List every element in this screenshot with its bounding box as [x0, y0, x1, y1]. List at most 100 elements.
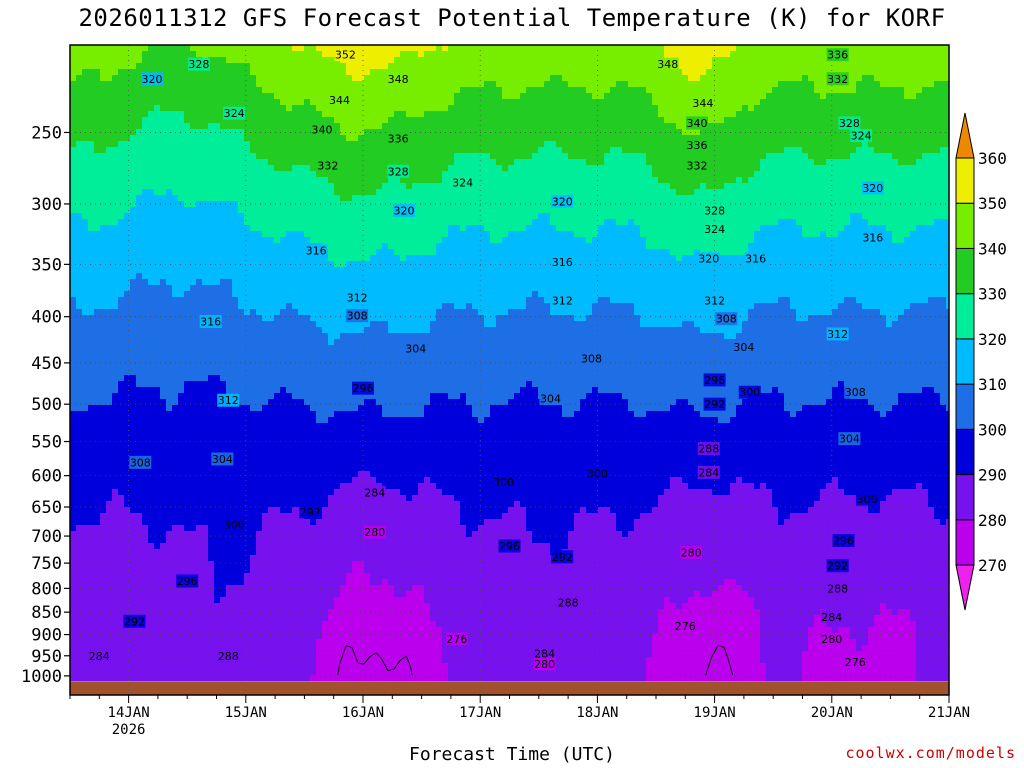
- theta-band-cell: [328, 177, 389, 184]
- theta-band-cell: [448, 45, 665, 52]
- contour-label-bg: [697, 442, 720, 456]
- theta-band-cell: [70, 585, 215, 592]
- theta-band-cell: [70, 591, 215, 598]
- theta-band-cell: [394, 57, 665, 64]
- contour-label-bg: [861, 181, 884, 195]
- theta-band-cell: [226, 381, 527, 388]
- theta-band-cell: [658, 495, 773, 502]
- theta-band-cell: [658, 177, 737, 184]
- theta-band-cell: [652, 93, 767, 100]
- theta-band-cell: [892, 489, 929, 496]
- theta-band-cell: [70, 303, 77, 310]
- theta-band-cell: [322, 627, 443, 634]
- theta-band-cell: [502, 513, 527, 520]
- contour-label: 328: [704, 204, 725, 217]
- theta-band-cell: [70, 531, 149, 538]
- theta-band-cell: [100, 519, 143, 526]
- credit-link[interactable]: coolwx.com/models: [845, 744, 1016, 762]
- theta-band-cell: [436, 309, 479, 316]
- theta-band-cell: [220, 123, 341, 130]
- contour-label-bg: [387, 72, 410, 86]
- theta-band-cell: [328, 249, 377, 256]
- theta-band-cell: [70, 297, 77, 304]
- theta-band-cell: [430, 327, 701, 334]
- theta-band-cell: [214, 567, 251, 574]
- theta-band-cell: [154, 105, 161, 112]
- theta-band-cell: [748, 105, 755, 112]
- theta-band-cell: [898, 315, 949, 322]
- theta-band-cell: [388, 321, 431, 328]
- theta-band-cell: [640, 225, 761, 232]
- contour-label: 316: [200, 316, 221, 329]
- theta-band-cell: [184, 291, 233, 298]
- theta-band-cell: [856, 639, 869, 646]
- theta-band-cell: [322, 51, 401, 58]
- theta-band-cell: [430, 609, 659, 616]
- contour-label-bg: [305, 244, 328, 258]
- contour-label-bg: [141, 72, 164, 86]
- theta-band-cell: [352, 567, 365, 574]
- theta-band-cell: [142, 189, 155, 196]
- contour-label-bg: [199, 315, 222, 329]
- theta-band-cell: [520, 501, 659, 508]
- contour-label-bg: [738, 385, 761, 399]
- theta-band-cell: [430, 399, 467, 406]
- contour-label-bg: [176, 574, 199, 588]
- theta-band-cell: [922, 483, 949, 490]
- theta-band-cell: [748, 243, 949, 250]
- theta-band-cell: [142, 117, 185, 124]
- theta-band-cell: [316, 417, 329, 424]
- theta-band-cell: [910, 609, 949, 616]
- theta-band-cell: [250, 555, 557, 562]
- contour-label-bg: [586, 467, 609, 481]
- theta-band-cell: [70, 225, 89, 232]
- theta-band-cell: [760, 615, 815, 622]
- contour-label-bg: [826, 48, 849, 62]
- theta-band-cell: [130, 207, 239, 214]
- theta-band-cell: [172, 405, 251, 412]
- theta-band-cell: [172, 525, 185, 532]
- contour-label-bg: [826, 581, 849, 595]
- colorbar-segment: [955, 383, 975, 430]
- theta-band-cell: [724, 333, 737, 340]
- theta-band-cell: [70, 285, 131, 292]
- theta-band-cell: [640, 315, 749, 322]
- theta-band-cell: [874, 75, 949, 82]
- theta-band-cell: [652, 651, 761, 658]
- theta-band-cell: [124, 213, 245, 220]
- contour-label-bg: [703, 222, 726, 236]
- theta-band-cell: [316, 645, 443, 652]
- theta-band-cell: [574, 315, 587, 322]
- theta-band-cell: [826, 621, 875, 628]
- theta-band-cell: [256, 81, 485, 88]
- theta-band-cell: [70, 615, 329, 622]
- theta-band-cell: [142, 513, 263, 520]
- theta-band-cell: [862, 303, 911, 310]
- theta-band-cell: [316, 321, 371, 328]
- contour-label: 308: [130, 456, 151, 469]
- theta-band-cell: [286, 231, 305, 238]
- theta-band-cell: [334, 117, 389, 124]
- contour-label: 352: [335, 49, 356, 62]
- theta-band-cell: [346, 69, 371, 76]
- theta-band-cell: [808, 627, 833, 634]
- theta-band-cell: [490, 405, 563, 412]
- y-tick-label: 700: [31, 527, 62, 547]
- theta-band-cell: [316, 45, 437, 52]
- theta-band-cell: [574, 411, 635, 418]
- theta-band-cell: [592, 309, 635, 316]
- theta-band-cell: [256, 549, 551, 556]
- colorbar-label: 360: [978, 149, 1007, 168]
- contour-label-bg: [861, 231, 884, 245]
- theta-band-cell: [406, 495, 413, 502]
- colorbar-label: 290: [978, 466, 1007, 485]
- contour-label: 328: [388, 165, 409, 178]
- theta-band-cell: [388, 117, 665, 124]
- theta-band-cell: [802, 147, 857, 154]
- theta-band-cell: [76, 297, 119, 304]
- theta-band-cell: [106, 147, 251, 154]
- theta-band-cell: [442, 171, 653, 178]
- theta-band-cell: [844, 381, 949, 388]
- theta-band-cell: [70, 603, 335, 610]
- theta-band-cell: [370, 471, 949, 478]
